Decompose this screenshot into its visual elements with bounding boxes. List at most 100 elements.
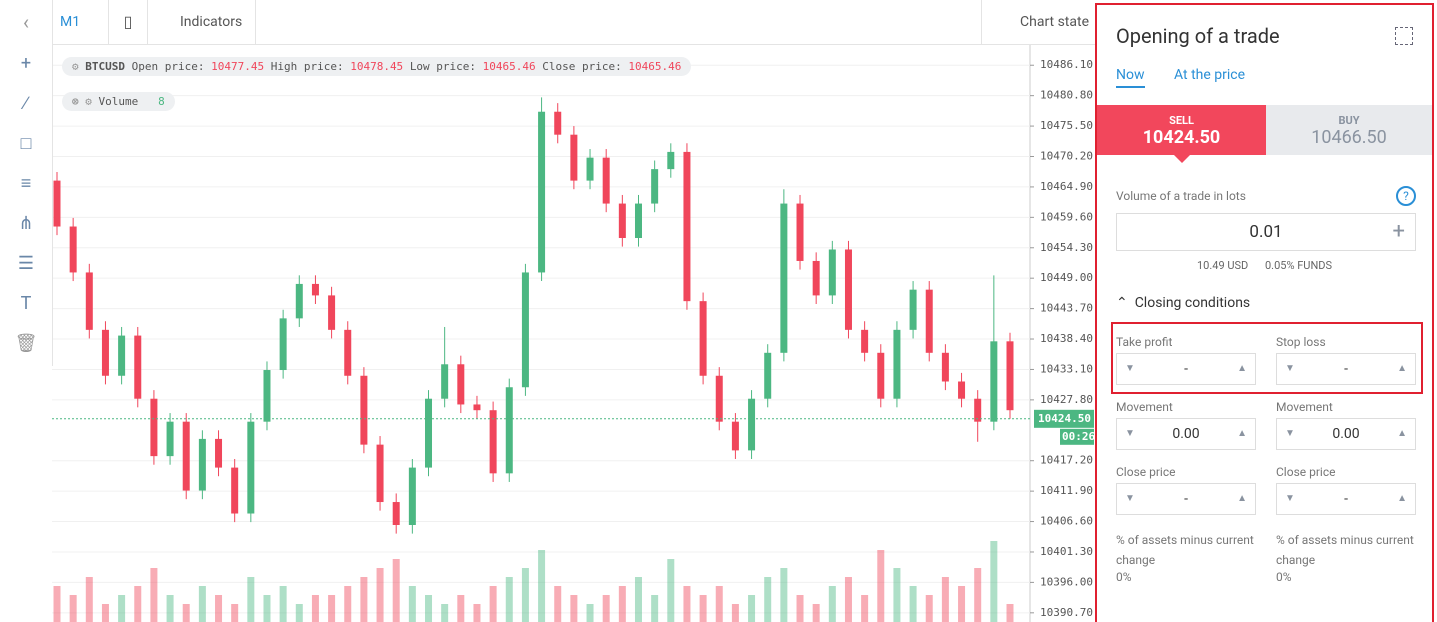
buy-button[interactable]: BUY 10466.50: [1266, 105, 1432, 155]
candle-body: [279, 318, 287, 371]
input[interactable]: ▼ 0.00 ▲: [1276, 418, 1416, 450]
candle-body: [166, 421, 174, 457]
y-tick-label: 10417.20: [1040, 454, 1093, 467]
volume-bar: [521, 568, 529, 622]
volume-bar: [425, 595, 433, 622]
candle-body: [861, 329, 869, 353]
volume-bar: [893, 568, 901, 622]
top-toolbar: ‹ M1 ▯ Indicators Chart state: [0, 0, 1095, 45]
label: Low price:: [409, 60, 477, 73]
tab[interactable]: Now: [1116, 67, 1145, 88]
tool[interactable]: 🗑: [14, 333, 38, 354]
trade-panel: Opening of a trade Now At the price SELL…: [1095, 3, 1434, 622]
input[interactable]: ▼ - ▲: [1276, 483, 1416, 515]
label: Movement: [1276, 400, 1333, 414]
value: 10477.45: [211, 60, 265, 73]
input[interactable]: ▼ - ▲: [1116, 483, 1256, 515]
candle-body: [909, 289, 917, 330]
value: -: [1344, 491, 1348, 507]
tool[interactable]: ⋔: [18, 213, 34, 234]
y-tick-label: 10475.50: [1040, 119, 1093, 132]
volume-bar: [408, 586, 416, 622]
volume-bar: [780, 568, 788, 622]
y-tick-label: 10438.40: [1040, 332, 1093, 345]
indicators[interactable]: Indicators: [180, 14, 243, 30]
ohlc-legend: ⚙ BTCUSD Open price: 10477.45 High price…: [62, 57, 692, 76]
tool[interactable]: ☰: [17, 253, 35, 274]
closing-toggle[interactable]: ⌃ Closing conditions: [1116, 295, 1251, 311]
y-tick-label: 10396.00: [1040, 575, 1093, 588]
candle-body: [521, 272, 529, 388]
volume-bar: [215, 595, 223, 622]
input[interactable]: ▼ 0.00 ▲: [1116, 418, 1256, 450]
volume-bar: [602, 595, 610, 622]
candle-body: [877, 352, 885, 399]
label: Volume of a trade in lots: [1116, 189, 1246, 203]
volume-bar: [877, 550, 885, 622]
candle-body: [489, 410, 497, 474]
candle-body: [715, 375, 723, 422]
sell-button[interactable]: SELL 10424.50: [1097, 105, 1266, 155]
value: 10465.46: [628, 60, 682, 73]
volume-bar: [554, 586, 562, 622]
buy-price: 10466.50: [1311, 127, 1387, 148]
candle-body: [941, 352, 949, 382]
tab[interactable]: At the price: [1174, 67, 1246, 83]
volume-bar: [634, 577, 642, 622]
candle-body: [974, 398, 982, 422]
volume-bar: [812, 604, 820, 622]
y-tick-label: 10459.60: [1040, 210, 1093, 223]
help[interactable]: ?: [1396, 186, 1416, 206]
label: Close price: [1276, 465, 1336, 479]
y-tick-label: 10433.10: [1040, 362, 1093, 375]
volume-bar: [748, 595, 756, 622]
volume-bar: [651, 595, 659, 622]
volume-bar: [328, 595, 336, 622]
candle-body: [376, 444, 384, 503]
y-tick-label: 10401.30: [1040, 545, 1093, 558]
timeframe[interactable]: M1: [60, 14, 81, 30]
candle-body: [990, 341, 998, 422]
tool[interactable]: □: [20, 133, 32, 154]
volume-bar: [909, 586, 917, 622]
candle-body: [441, 364, 449, 399]
volume-bar: [974, 568, 982, 622]
volume-bar: [166, 595, 174, 622]
candle-body: [602, 157, 610, 204]
y-tick-label: 10427.80: [1040, 393, 1093, 406]
candle-body: [231, 467, 239, 514]
chart-state[interactable]: Chart state: [1020, 14, 1090, 30]
tool[interactable]: T: [20, 293, 32, 314]
volume-bar: [118, 595, 126, 622]
tool[interactable]: +: [20, 53, 32, 74]
volume-bar: [376, 568, 384, 622]
lots-input[interactable]: 0.01 +: [1116, 213, 1416, 251]
candle-body: [731, 421, 739, 451]
candle-body: [667, 151, 675, 170]
volume-bar: [53, 586, 61, 622]
tool[interactable]: ∕: [24, 93, 28, 114]
y-tick-label: 10470.20: [1040, 150, 1093, 163]
back-button[interactable]: ‹: [0, 0, 53, 44]
volume-bar: [263, 595, 271, 622]
y-tick-label: 10449.00: [1040, 271, 1093, 284]
volume-bar: [715, 586, 723, 622]
candle-body: [796, 203, 804, 261]
candle-body: [101, 329, 109, 376]
tool[interactable]: ≡: [20, 173, 32, 194]
candle-body: [505, 387, 513, 474]
candle-body: [344, 329, 352, 376]
chart-type[interactable]: ▯: [108, 0, 148, 44]
volume-bar: [570, 595, 578, 622]
value: 10478.45: [350, 60, 404, 73]
volume-bar: [764, 577, 772, 622]
candle-body: [958, 381, 966, 399]
input[interactable]: ▼ - ▲: [1116, 353, 1256, 385]
volume-bar: [990, 541, 998, 622]
volume-bar: [683, 586, 691, 622]
expand[interactable]: [1395, 27, 1413, 45]
candle-body: [699, 301, 707, 376]
input[interactable]: ▼ - ▲: [1276, 353, 1416, 385]
volume-bar: [473, 604, 481, 622]
countdown: 00:26: [1062, 430, 1095, 443]
